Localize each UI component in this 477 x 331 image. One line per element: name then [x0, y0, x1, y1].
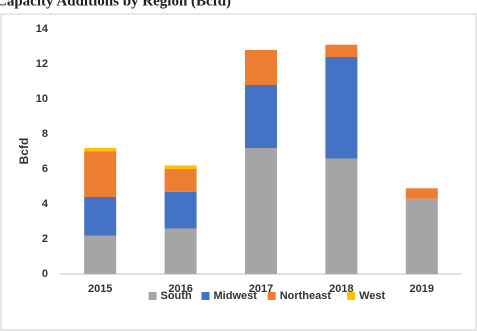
- y-tick-label: 6: [42, 163, 48, 175]
- legend-label: South: [161, 290, 192, 302]
- legend-swatch: [347, 292, 356, 300]
- x-tick-label: 2017: [249, 283, 273, 295]
- bar-segment: [164, 191, 197, 229]
- legend-swatch: [267, 292, 276, 300]
- legend-label: Northeast: [280, 290, 332, 302]
- bar-segment: [405, 198, 438, 274]
- x-tick-label: 2019: [410, 283, 434, 295]
- bar-segment: [245, 85, 277, 148]
- bar-segment: [84, 235, 117, 274]
- y-tick-label: 8: [42, 128, 48, 140]
- x-tick-label: 2015: [88, 283, 112, 295]
- y-tick-label: 12: [36, 58, 48, 70]
- bar-segment: [325, 44, 358, 57]
- x-tick-label: 2016: [168, 283, 192, 295]
- bar-segment: [325, 158, 358, 274]
- chart-frame: [0, 13, 477, 331]
- y-axis-label: Bcfd: [17, 138, 31, 165]
- bar-segment: [84, 151, 117, 197]
- y-tick-label: 10: [36, 93, 48, 105]
- y-tick-label: 0: [42, 268, 48, 280]
- bar-segment: [84, 197, 117, 236]
- legend-label: West: [359, 290, 385, 302]
- bar-segment: [164, 169, 197, 192]
- legend-label: Midwest: [214, 290, 258, 302]
- bar-segment: [325, 57, 358, 159]
- bar-segment: [164, 228, 197, 274]
- y-tick-label: 2: [42, 233, 48, 245]
- bar-segment: [164, 165, 197, 169]
- bar-segment: [245, 148, 277, 274]
- legend-swatch: [148, 292, 157, 300]
- y-tick-label: 14: [36, 23, 49, 35]
- bar-segment: [405, 188, 438, 199]
- bar-segment: [84, 148, 117, 152]
- y-tick-label: 4: [42, 198, 49, 210]
- x-tick-label: 2018: [329, 283, 353, 295]
- bar-segment: [245, 50, 277, 85]
- chart-title: Capacity Additions by Region (Bcfd): [0, 0, 231, 9]
- legend-swatch: [201, 292, 210, 300]
